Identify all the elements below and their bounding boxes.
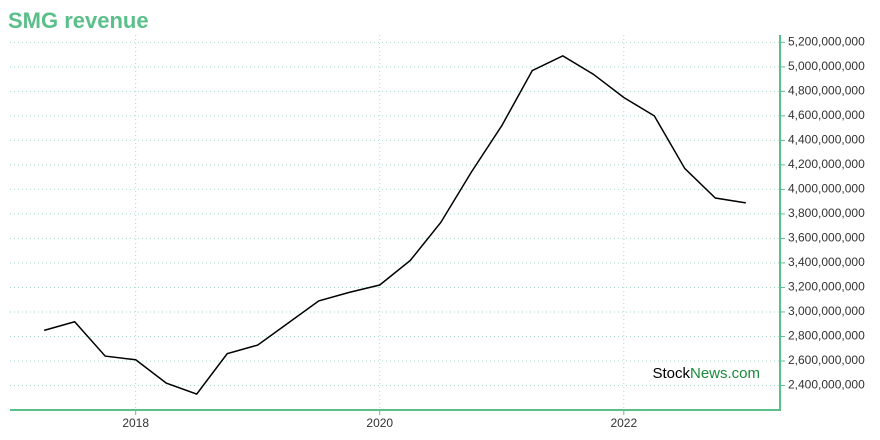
y-tick-label: 2,400,000,000 bbox=[788, 378, 865, 392]
y-tick-label: 4,600,000,000 bbox=[788, 108, 865, 122]
watermark-suffix: News.com bbox=[690, 365, 760, 382]
y-tick-label: 3,000,000,000 bbox=[788, 304, 865, 318]
y-tick-label: 5,000,000,000 bbox=[788, 59, 865, 73]
y-tick-label: 4,400,000,000 bbox=[788, 133, 865, 147]
x-tick-label: 2020 bbox=[366, 416, 393, 430]
y-tick-label: 4,800,000,000 bbox=[788, 84, 865, 98]
y-tick-label: 4,000,000,000 bbox=[788, 182, 865, 196]
x-tick-label: 2022 bbox=[610, 416, 637, 430]
y-tick-label: 2,600,000,000 bbox=[788, 353, 865, 367]
y-tick-label: 3,200,000,000 bbox=[788, 280, 865, 294]
y-tick-label: 2,800,000,000 bbox=[788, 329, 865, 343]
y-tick-label: 4,200,000,000 bbox=[788, 157, 865, 171]
y-tick-label: 5,200,000,000 bbox=[788, 35, 865, 49]
y-tick-label: 3,600,000,000 bbox=[788, 231, 865, 245]
line bbox=[43, 54, 746, 395]
watermark: StockNews.com bbox=[652, 365, 760, 382]
watermark-prefix: Stock bbox=[652, 365, 690, 382]
x-tick-label: 2018 bbox=[122, 416, 149, 430]
chart-title: SMG revenue bbox=[8, 8, 149, 33]
y-tick-label: 3,800,000,000 bbox=[788, 206, 865, 220]
y-tick-label: 3,400,000,000 bbox=[788, 255, 865, 269]
